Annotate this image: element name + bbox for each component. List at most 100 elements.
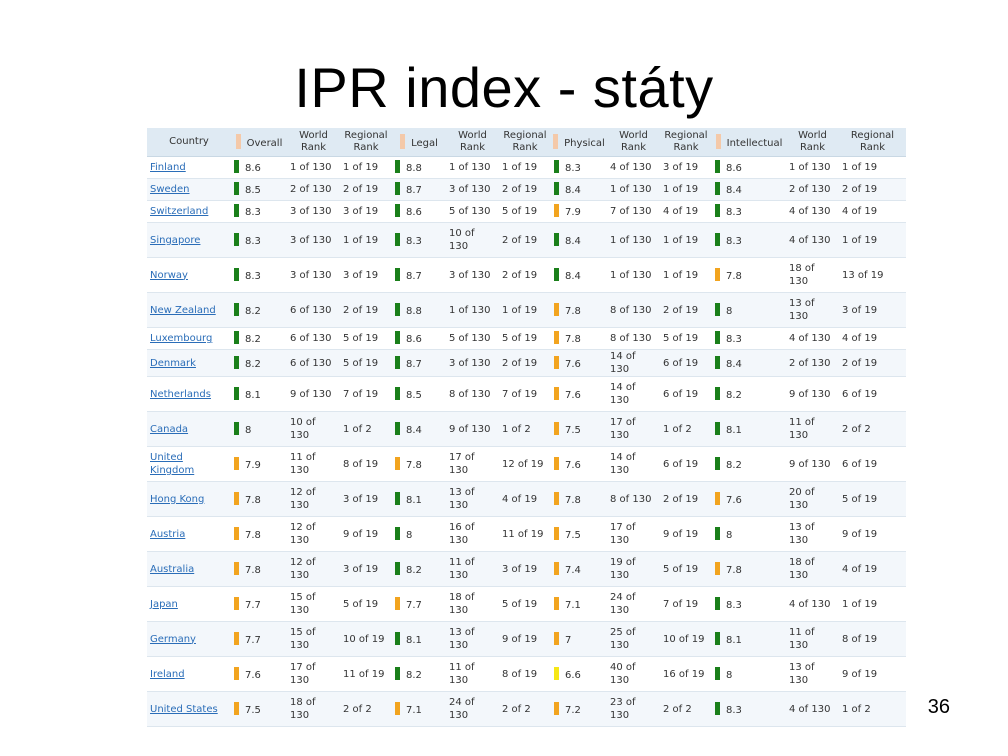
overall-regional-rank: 1 of 19 (340, 156, 392, 179)
country-link[interactable]: Japan (150, 598, 178, 610)
intellectual-score-cell: 8.3 (712, 691, 786, 727)
country-link[interactable]: Sweden (150, 184, 190, 195)
legal-world-rank: 13 of 130 (446, 621, 499, 657)
intellectual-regional-rank: 6 of 19 (839, 446, 906, 482)
legal-score: 8.8 (406, 305, 422, 317)
header-legal[interactable]: Legal (392, 128, 446, 157)
country-link[interactable]: Denmark (150, 357, 196, 369)
score-indicator-bar (395, 666, 400, 680)
score-indicator-bar (395, 302, 400, 316)
overall-regional-rank: 10 of 19 (340, 621, 392, 657)
score-indicator-bar (395, 160, 400, 173)
legal-score-cell: 8.5 (392, 376, 446, 412)
table-row: Singapore 8.3 3 of 130 1 of 19 8.3 10 of 130 2… (147, 222, 906, 258)
legal-score-cell: 8 (392, 516, 446, 552)
country-link[interactable]: United States (150, 703, 218, 715)
score-indicator-bar (554, 631, 559, 645)
country-link[interactable]: Luxembourg (150, 333, 213, 344)
country-link[interactable]: Switzerland (150, 206, 209, 217)
score-indicator-bar (395, 182, 400, 195)
overall-score-cell: 7.6 (231, 656, 287, 692)
physical-score: 7.8 (565, 334, 581, 345)
intellectual-world-rank: 13 of 130 (786, 656, 839, 692)
header-overall-world-rank[interactable]: World Rank (287, 128, 340, 157)
overall-score-cell: 8.2 (231, 349, 287, 377)
physical-world-rank: 1 of 130 (607, 257, 660, 293)
country-link[interactable]: New Zealand (150, 304, 216, 316)
overall-score: 8.5 (245, 185, 261, 196)
score-indicator-bar (234, 302, 239, 316)
physical-score-cell: 7 (551, 621, 607, 657)
overall-regional-rank: 8 of 19 (340, 446, 392, 482)
legal-world-rank: 3 of 130 (446, 349, 499, 377)
legal-world-rank: 3 of 130 (446, 257, 499, 293)
country-link[interactable]: Canada (150, 423, 189, 435)
country-cell: New Zealand (147, 292, 231, 328)
header-intellectual-world-rank[interactable]: World Rank (786, 128, 839, 157)
physical-score: 7 (565, 634, 572, 646)
country-link[interactable]: Finland (150, 162, 186, 173)
header-overall-regional-rank[interactable]: Regional Rank (340, 128, 392, 157)
score-indicator-bar (395, 456, 400, 470)
overall-regional-rank: 1 of 19 (340, 222, 392, 258)
overall-score-cell: 8.5 (231, 178, 287, 201)
physical-score: 7.9 (565, 207, 581, 218)
overall-score: 7.9 (245, 459, 261, 471)
overall-score-cell: 7.8 (231, 481, 287, 517)
intellectual-score-cell: 8.1 (712, 621, 786, 657)
score-indicator-bar (395, 386, 400, 400)
score-indicator-bar (554, 355, 559, 369)
header-country[interactable]: Country (147, 128, 231, 157)
physical-score: 7.4 (565, 564, 581, 576)
intellectual-regional-rank: 5 of 19 (839, 481, 906, 517)
header-physical-regional-rank[interactable]: Regional Rank (660, 128, 712, 157)
physical-world-rank: 17 of 130 (607, 516, 660, 552)
intellectual-world-rank: 2 of 130 (786, 178, 839, 201)
country-link[interactable]: Ireland (150, 668, 185, 680)
legal-score-cell: 8.1 (392, 481, 446, 517)
country-link[interactable]: Hong Kong (150, 493, 205, 505)
table-row: Switzerland 8.3 3 of 130 3 of 19 8.6 5 of 130… (147, 200, 906, 223)
country-link[interactable]: Netherlands (150, 388, 211, 400)
score-indicator-bar (554, 331, 559, 344)
legal-regional-rank: 2 of 19 (499, 349, 551, 377)
intellectual-world-rank: 9 of 130 (786, 376, 839, 412)
intellectual-regional-rank: 4 of 19 (839, 200, 906, 223)
country-cell: Hong Kong (147, 481, 231, 517)
country-link[interactable]: Australia (150, 563, 195, 575)
header-overall[interactable]: Overall (231, 128, 287, 157)
overall-regional-rank: 3 of 19 (340, 551, 392, 587)
legal-regional-rank: 2 of 19 (499, 257, 551, 293)
physical-regional-rank: 4 of 19 (660, 200, 712, 223)
legal-regional-rank: 5 of 19 (499, 586, 551, 622)
physical-regional-rank: 6 of 19 (660, 446, 712, 482)
country-link[interactable]: United Kingdom (150, 452, 195, 476)
header-legal-regional-rank[interactable]: Regional Rank (499, 128, 551, 157)
intellectual-score-cell: 8 (712, 516, 786, 552)
physical-score: 8.4 (565, 185, 581, 196)
intellectual-score-cell: 8.6 (712, 156, 786, 179)
score-indicator-bar (554, 701, 559, 715)
intellectual-regional-rank: 1 of 19 (839, 586, 906, 622)
header-physical[interactable]: Physical (551, 128, 607, 157)
intellectual-world-rank: 4 of 130 (786, 691, 839, 727)
country-cell: Sweden (147, 178, 231, 201)
physical-score-cell: 8.4 (551, 222, 607, 258)
score-indicator-bar (234, 561, 239, 575)
intellectual-score-cell: 7.6 (712, 481, 786, 517)
country-link[interactable]: Norway (150, 269, 188, 281)
score-indicator-bar (715, 204, 720, 217)
header-physical-world-rank[interactable]: World Rank (607, 128, 660, 157)
header-legal-world-rank[interactable]: World Rank (446, 128, 499, 157)
score-indicator-bar (234, 160, 239, 173)
header-intellectual-regional-rank[interactable]: Regional Rank (839, 128, 906, 157)
score-indicator-bar (715, 355, 720, 369)
table-row: Japan 7.7 15 of 130 5 of 19 7.7 18 of 130 5 of… (147, 586, 906, 622)
header-intellectual[interactable]: Intellectual (712, 128, 786, 157)
country-link[interactable]: Singapore (150, 234, 201, 246)
country-link[interactable]: Germany (150, 633, 196, 645)
country-link[interactable]: Austria (150, 528, 186, 540)
legal-score: 7.1 (406, 704, 422, 716)
country-cell: Japan (147, 586, 231, 622)
score-indicator-bar (715, 666, 720, 680)
